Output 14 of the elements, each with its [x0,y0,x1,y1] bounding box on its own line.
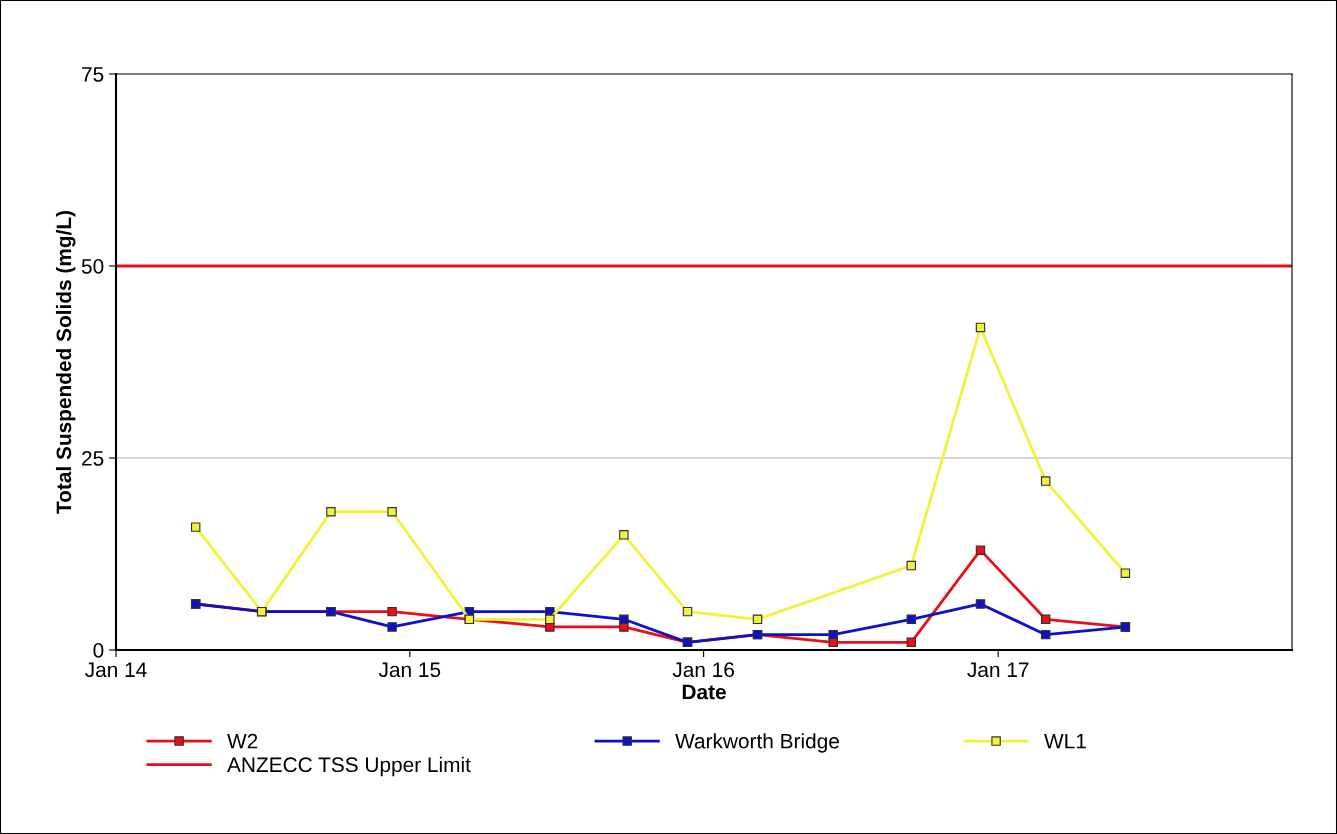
y-tick-label: 50 [81,259,104,274]
y-tick-label: 75 [82,67,104,82]
x-tick-label: Jan 17 [967,662,1029,678]
y-axis-title: Total Suspended Solids (mg/L) [55,211,76,514]
y-tick-label: 0 [93,643,104,658]
y-tick-label: 25 [82,451,104,466]
legend-label: W2 [227,733,258,749]
x-tick-label: Jan 14 [85,662,147,678]
x-tick-label: Jan 15 [378,662,441,678]
x-tick-label: Jan 16 [672,662,734,678]
legend-label: WL1 [1044,733,1086,749]
legend-label: ANZECC TSS Upper Limit [227,756,471,777]
legend-label: Warkworth Bridge [675,733,839,753]
x-axis-title: Date [682,684,726,700]
